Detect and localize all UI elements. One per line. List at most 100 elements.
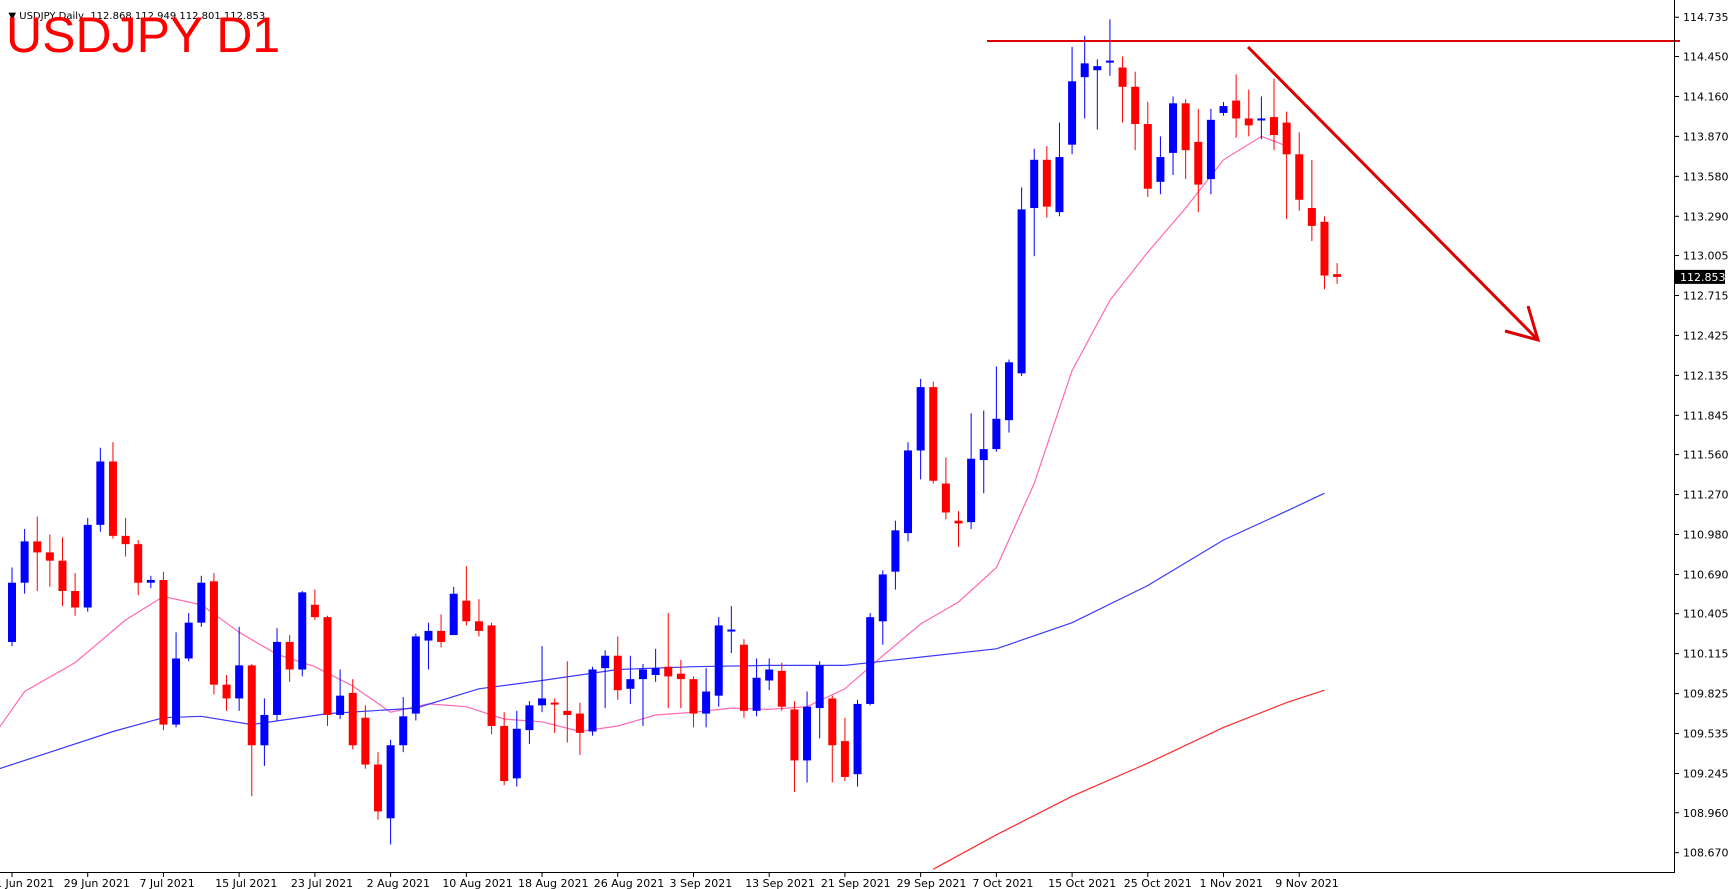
candle[interactable] xyxy=(1244,89,1253,137)
candle[interactable] xyxy=(83,517,92,612)
candle[interactable] xyxy=(172,632,181,728)
candle[interactable] xyxy=(1307,159,1316,242)
candle[interactable] xyxy=(1105,19,1114,76)
candle[interactable] xyxy=(1320,216,1329,290)
candle[interactable] xyxy=(399,697,408,753)
candle[interactable] xyxy=(474,599,483,637)
candle[interactable] xyxy=(866,613,875,706)
candle[interactable] xyxy=(222,675,231,711)
candle[interactable] xyxy=(777,662,786,711)
candle[interactable] xyxy=(336,669,345,720)
candle[interactable] xyxy=(1295,132,1304,211)
candle[interactable] xyxy=(601,650,610,709)
candle[interactable] xyxy=(1181,99,1190,180)
candle[interactable] xyxy=(424,622,433,670)
candle[interactable] xyxy=(878,570,887,645)
candle[interactable] xyxy=(840,717,849,782)
candle[interactable] xyxy=(386,739,395,845)
candle[interactable] xyxy=(941,457,950,520)
candle[interactable] xyxy=(765,658,774,691)
candle[interactable] xyxy=(1219,101,1228,116)
candle[interactable] xyxy=(1143,101,1152,197)
candle[interactable] xyxy=(285,635,294,682)
candle[interactable] xyxy=(664,613,673,709)
candle[interactable] xyxy=(33,516,42,591)
candle[interactable] xyxy=(1093,59,1102,130)
candle[interactable] xyxy=(904,442,913,542)
candle[interactable] xyxy=(159,571,168,731)
candle[interactable] xyxy=(1055,122,1064,217)
candle[interactable] xyxy=(815,661,824,739)
candle[interactable] xyxy=(1282,111,1291,220)
candle[interactable] xyxy=(1068,46,1077,155)
candle[interactable] xyxy=(626,655,635,704)
candle[interactable] xyxy=(146,575,155,589)
candle[interactable] xyxy=(853,699,862,787)
candle[interactable] xyxy=(550,698,559,733)
candle[interactable] xyxy=(803,691,812,783)
candle[interactable] xyxy=(20,528,29,594)
candle[interactable] xyxy=(891,520,900,590)
candle[interactable] xyxy=(790,701,799,793)
candle[interactable] xyxy=(323,615,332,726)
candle[interactable] xyxy=(929,381,938,484)
candle[interactable] xyxy=(538,646,547,713)
candle[interactable] xyxy=(1080,35,1089,119)
candle[interactable] xyxy=(752,658,761,717)
candle[interactable] xyxy=(437,614,446,648)
candle[interactable] xyxy=(588,666,597,736)
candle[interactable] xyxy=(967,413,976,529)
candle[interactable] xyxy=(462,566,471,626)
candle[interactable] xyxy=(373,752,382,820)
candle[interactable] xyxy=(209,573,218,695)
candle[interactable] xyxy=(979,410,988,494)
candle[interactable] xyxy=(1257,96,1266,140)
candle[interactable] xyxy=(512,710,521,787)
candle[interactable] xyxy=(714,617,723,707)
candle[interactable] xyxy=(1270,78,1278,151)
candle[interactable] xyxy=(1169,96,1178,175)
candle[interactable] xyxy=(8,567,16,647)
candle[interactable] xyxy=(575,702,584,755)
candle[interactable] xyxy=(184,613,193,662)
candle[interactable] xyxy=(247,663,256,797)
candle[interactable] xyxy=(45,534,54,587)
candle[interactable] xyxy=(651,648,660,682)
candle[interactable] xyxy=(108,442,117,539)
candle[interactable] xyxy=(1194,108,1203,213)
candle[interactable] xyxy=(916,378,925,480)
candle[interactable] xyxy=(1030,148,1039,257)
candle[interactable] xyxy=(348,679,357,750)
candle[interactable] xyxy=(1232,74,1241,138)
candle[interactable] xyxy=(500,712,509,786)
candle[interactable] xyxy=(96,447,105,532)
candle[interactable] xyxy=(58,537,67,607)
candle[interactable] xyxy=(487,622,496,735)
candle[interactable] xyxy=(134,540,143,596)
candle[interactable] xyxy=(260,698,269,766)
candle[interactable] xyxy=(689,676,698,728)
candle[interactable] xyxy=(273,628,282,721)
candle[interactable] xyxy=(992,366,1001,452)
candle[interactable] xyxy=(449,586,458,636)
candle[interactable] xyxy=(639,663,647,726)
candle[interactable] xyxy=(702,668,711,728)
candle[interactable] xyxy=(1206,108,1215,195)
candle[interactable] xyxy=(954,511,963,547)
candle[interactable] xyxy=(235,626,244,711)
candle[interactable] xyxy=(525,701,534,744)
candle[interactable] xyxy=(1131,71,1140,151)
candle[interactable] xyxy=(1004,359,1013,433)
candle[interactable] xyxy=(1156,136,1165,195)
candle[interactable] xyxy=(197,575,206,627)
candle[interactable] xyxy=(676,659,685,709)
candle[interactable] xyxy=(739,639,748,718)
dropdown-triangle-icon[interactable]: ▼ xyxy=(8,11,17,22)
candle[interactable] xyxy=(828,695,837,783)
candle[interactable] xyxy=(1118,56,1127,123)
candle[interactable] xyxy=(121,517,130,557)
candle[interactable] xyxy=(563,661,572,743)
candle[interactable] xyxy=(1042,146,1051,218)
candle[interactable] xyxy=(613,636,622,700)
